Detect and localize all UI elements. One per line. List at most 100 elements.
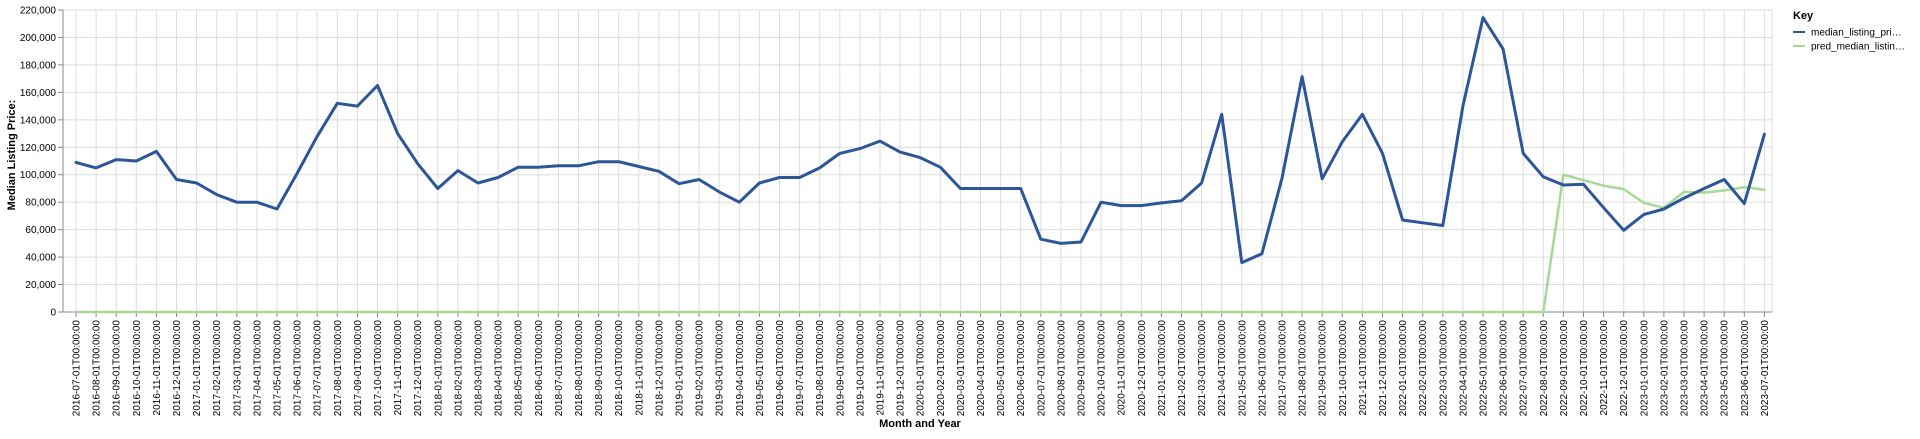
x-tick-label: 2021-11-01T00:00:00 [1358, 320, 1369, 416]
x-tick-label: 2022-08-01T00:00:00 [1539, 320, 1550, 417]
x-tick-label: 2018-09-01T00:00:00 [594, 320, 605, 417]
x-tick-label: 2020-05-01T00:00:00 [996, 320, 1007, 417]
x-tick-label: 2018-05-01T00:00:00 [514, 320, 525, 417]
x-tick-label: 2018-10-01T00:00:00 [614, 320, 625, 417]
y-axis-title: Median Listing Price: [6, 100, 18, 211]
x-tick-label: 2017-09-01T00:00:00 [353, 320, 364, 417]
x-tick-label: 2021-03-01T00:00:00 [1197, 320, 1208, 417]
y-tick-label: 140,000 [20, 115, 57, 126]
x-tick-label: 2018-11-01T00:00:00 [634, 320, 645, 416]
y-tick-label: 120,000 [20, 143, 57, 154]
x-tick-label: 2023-02-01T00:00:00 [1659, 320, 1670, 417]
legend-label-median: median_listing_pri… [1811, 28, 1902, 39]
gridlines [63, 9, 1773, 313]
x-tick-label: 2017-04-01T00:00:00 [252, 320, 263, 417]
x-tick-label: 2020-09-01T00:00:00 [1077, 320, 1088, 417]
x-tick-label: 2016-07-01T00:00:00 [72, 320, 83, 417]
x-tick-label: 2022-07-01T00:00:00 [1519, 320, 1530, 417]
x-tick-label: 2022-10-01T00:00:00 [1579, 320, 1590, 417]
x-tick-label: 2020-01-01T00:00:00 [916, 320, 927, 417]
x-tick-label: 2022-01-01T00:00:00 [1398, 320, 1409, 417]
x-tick-label: 2019-07-01T00:00:00 [795, 320, 806, 417]
x-tick-label: 2018-01-01T00:00:00 [433, 320, 444, 417]
x-tick-label: 2016-12-01T00:00:00 [172, 320, 183, 417]
x-tick-label: 2021-01-01T00:00:00 [1157, 320, 1168, 417]
legend-label-pred: pred_median_listin… [1811, 42, 1905, 53]
x-tick-label: 2019-01-01T00:00:00 [675, 320, 686, 417]
x-tick-label: 2020-11-01T00:00:00 [1117, 320, 1128, 416]
y-tick-label: 100,000 [20, 170, 57, 181]
y-tick-label: 20,000 [25, 280, 56, 291]
x-tick-label: 2021-10-01T00:00:00 [1338, 320, 1349, 417]
x-tick-label: 2022-02-01T00:00:00 [1418, 320, 1429, 417]
x-tick-label: 2017-06-01T00:00:00 [293, 320, 304, 417]
x-tick-label: 2016-10-01T00:00:00 [132, 320, 143, 417]
x-tick-label: 2016-09-01T00:00:00 [112, 320, 123, 417]
x-tick-label: 2020-02-01T00:00:00 [936, 320, 947, 417]
x-tick-label: 2021-08-01T00:00:00 [1298, 320, 1309, 417]
x-axis-title: Month and Year [879, 418, 961, 430]
x-tick-label: 2019-09-01T00:00:00 [835, 320, 846, 417]
y-tick-label: 180,000 [20, 60, 57, 71]
x-tick-label: 2021-02-01T00:00:00 [1177, 320, 1188, 417]
x-tick-label: 2017-03-01T00:00:00 [232, 320, 243, 417]
x-tick-label: 2017-07-01T00:00:00 [313, 320, 324, 417]
x-tick-label: 2022-09-01T00:00:00 [1559, 320, 1570, 417]
y-tick-label: 220,000 [20, 6, 57, 17]
x-tick-label: 2018-06-01T00:00:00 [534, 320, 545, 417]
x-tick-label: 2017-02-01T00:00:00 [212, 320, 223, 417]
series-line-pred-median-listing-price [74, 173, 1766, 314]
x-tick-labels: 2016-07-01T00:00:00 2016-08-01T00:00:00 20… [72, 320, 1771, 417]
x-tick-label: 2019-12-01T00:00:00 [896, 320, 907, 417]
x-tick-label: 2023-05-01T00:00:00 [1720, 320, 1731, 417]
x-tick-label: 2023-01-01T00:00:00 [1639, 320, 1650, 417]
series-line-median-listing-price [74, 16, 1766, 265]
x-tick-label: 2021-05-01T00:00:00 [1237, 320, 1248, 417]
x-tick-label: 2020-03-01T00:00:00 [956, 320, 967, 417]
y-tick-label: 60,000 [25, 225, 56, 236]
x-tick-label: 2020-04-01T00:00:00 [976, 320, 987, 417]
x-tick-label: 2020-06-01T00:00:00 [1016, 320, 1027, 417]
x-tick-label: 2019-11-01T00:00:00 [876, 320, 887, 416]
x-tick-label: 2022-12-01T00:00:00 [1619, 320, 1630, 417]
x-tick-label: 2017-08-01T00:00:00 [333, 320, 344, 417]
x-tick-label: 2022-05-01T00:00:00 [1479, 320, 1490, 417]
x-tick-label: 2018-08-01T00:00:00 [574, 320, 585, 417]
x-tick-label: 2018-12-01T00:00:00 [654, 320, 665, 417]
x-tick-label: 2019-04-01T00:00:00 [735, 320, 746, 417]
legend: Key median_listing_pri… pred_median_list… [1793, 10, 1905, 53]
y-tick-label: 160,000 [20, 88, 57, 99]
x-tick-label: 2022-03-01T00:00:00 [1438, 320, 1449, 417]
x-tick-label: 2017-10-01T00:00:00 [373, 320, 384, 417]
y-tick-label: 0 [50, 308, 56, 319]
x-tick-label: 2021-06-01T00:00:00 [1257, 320, 1268, 417]
x-tick-label: 2022-06-01T00:00:00 [1499, 320, 1510, 417]
x-tick-label: 2017-05-01T00:00:00 [273, 320, 284, 417]
y-tick-labels: 0 20,000 40,000 60,000 80,000 100,000 120,000 1… [20, 6, 57, 319]
x-tick-label: 2017-01-01T00:00:00 [192, 320, 203, 417]
x-tick-label: 2018-07-01T00:00:00 [554, 320, 565, 417]
legend-title: Key [1793, 10, 1814, 22]
series-lines [74, 16, 1766, 314]
x-tick-label: 2021-04-01T00:00:00 [1217, 320, 1228, 417]
x-tick-label: 2022-04-01T00:00:00 [1458, 320, 1469, 417]
axes [58, 9, 1772, 317]
x-tick-label: 2019-05-01T00:00:00 [755, 320, 766, 417]
x-tick-label: 2019-06-01T00:00:00 [775, 320, 786, 417]
y-tick-label: 80,000 [25, 198, 56, 209]
x-tick-label: 2023-07-01T00:00:00 [1760, 320, 1771, 417]
x-tick-label: 2020-07-01T00:00:00 [1036, 320, 1047, 417]
x-tick-label: 2018-04-01T00:00:00 [494, 320, 505, 417]
x-tick-label: 2017-12-01T00:00:00 [413, 320, 424, 417]
x-tick-label: 2017-11-01T00:00:00 [393, 320, 404, 416]
x-tick-label: 2018-02-01T00:00:00 [453, 320, 464, 417]
x-tick-label: 2021-07-01T00:00:00 [1278, 320, 1289, 417]
x-tick-label: 2019-08-01T00:00:00 [815, 320, 826, 417]
x-tick-label: 2020-08-01T00:00:00 [1056, 320, 1067, 417]
x-tick-label: 2016-08-01T00:00:00 [92, 320, 103, 417]
y-tick-label: 200,000 [20, 33, 57, 44]
x-tick-label: 2021-12-01T00:00:00 [1378, 320, 1389, 417]
x-tick-label: 2022-11-01T00:00:00 [1599, 320, 1610, 416]
